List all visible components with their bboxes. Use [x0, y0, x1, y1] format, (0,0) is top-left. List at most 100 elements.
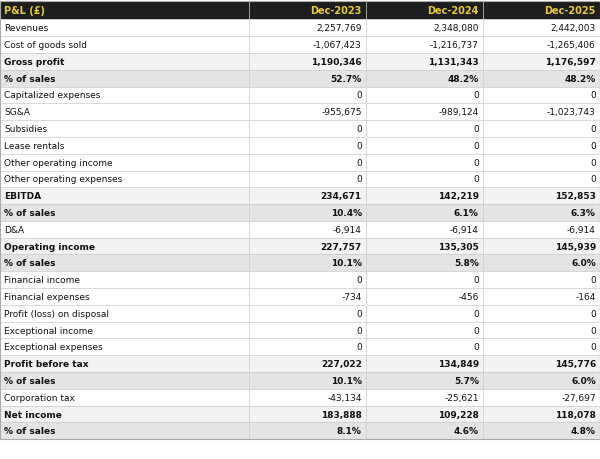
Text: Other operating income: Other operating income: [4, 158, 113, 167]
Bar: [366, 339, 483, 356]
Text: 0: 0: [473, 309, 479, 318]
Text: Exceptional income: Exceptional income: [4, 326, 93, 335]
Bar: [483, 54, 600, 71]
Text: 0: 0: [590, 91, 596, 100]
Text: -955,675: -955,675: [322, 108, 362, 117]
Bar: [249, 322, 366, 339]
Bar: [483, 104, 600, 121]
Text: -1,023,743: -1,023,743: [547, 108, 596, 117]
Text: 183,888: 183,888: [321, 410, 362, 419]
Text: Gross profit: Gross profit: [4, 58, 65, 67]
Bar: [483, 2, 600, 20]
Bar: [0, 205, 249, 221]
Text: 2,348,080: 2,348,080: [433, 24, 479, 33]
Text: 0: 0: [473, 326, 479, 335]
Bar: [483, 71, 600, 87]
Text: 0: 0: [473, 275, 479, 285]
Text: 0: 0: [473, 158, 479, 167]
Text: 6.0%: 6.0%: [571, 259, 596, 268]
Text: -1,265,406: -1,265,406: [547, 41, 596, 50]
Text: -43,134: -43,134: [328, 393, 362, 402]
Text: 227,022: 227,022: [321, 359, 362, 369]
Text: 0: 0: [356, 175, 362, 184]
Text: 0: 0: [590, 343, 596, 352]
Text: 1,176,597: 1,176,597: [545, 58, 596, 67]
Text: Revenues: Revenues: [4, 24, 49, 33]
Text: Dec-2024: Dec-2024: [427, 6, 479, 16]
Bar: [249, 20, 366, 37]
Bar: [249, 255, 366, 272]
Text: 0: 0: [590, 326, 596, 335]
Bar: [483, 305, 600, 322]
Bar: [366, 87, 483, 104]
Text: 5.8%: 5.8%: [454, 259, 479, 268]
Text: 1,131,343: 1,131,343: [428, 58, 479, 67]
Bar: [249, 205, 366, 221]
Bar: [0, 37, 249, 54]
Text: 152,853: 152,853: [555, 192, 596, 201]
Text: 4.6%: 4.6%: [454, 426, 479, 436]
Bar: [483, 188, 600, 205]
Bar: [0, 154, 249, 171]
Bar: [249, 154, 366, 171]
Bar: [249, 389, 366, 406]
Bar: [366, 20, 483, 37]
Bar: [483, 205, 600, 221]
Bar: [249, 104, 366, 121]
Bar: [483, 138, 600, 154]
Bar: [0, 2, 249, 20]
Bar: [483, 272, 600, 288]
Text: 0: 0: [590, 175, 596, 184]
Text: 0: 0: [356, 125, 362, 134]
Bar: [249, 221, 366, 238]
Text: Profit before tax: Profit before tax: [4, 359, 89, 369]
Bar: [249, 372, 366, 389]
Bar: [366, 37, 483, 54]
Text: 52.7%: 52.7%: [331, 74, 362, 84]
Bar: [366, 54, 483, 71]
Text: 1,190,346: 1,190,346: [311, 58, 362, 67]
Text: P&L (£): P&L (£): [4, 6, 45, 16]
Bar: [366, 372, 483, 389]
Bar: [249, 238, 366, 255]
Text: 6.1%: 6.1%: [454, 208, 479, 218]
Text: % of sales: % of sales: [4, 74, 56, 84]
Bar: [0, 288, 249, 305]
Text: 2,257,769: 2,257,769: [316, 24, 362, 33]
Bar: [366, 71, 483, 87]
Bar: [0, 339, 249, 356]
Text: 0: 0: [356, 141, 362, 151]
Bar: [483, 389, 600, 406]
Text: 0: 0: [590, 125, 596, 134]
Bar: [366, 104, 483, 121]
Text: 0: 0: [356, 309, 362, 318]
Text: -1,067,423: -1,067,423: [313, 41, 362, 50]
Bar: [249, 406, 366, 423]
Bar: [483, 255, 600, 272]
Text: 0: 0: [356, 158, 362, 167]
Text: 0: 0: [356, 91, 362, 100]
Bar: [0, 372, 249, 389]
Bar: [366, 238, 483, 255]
Text: 145,776: 145,776: [554, 359, 596, 369]
Text: 0: 0: [590, 158, 596, 167]
Text: 0: 0: [356, 343, 362, 352]
Text: Net income: Net income: [4, 410, 62, 419]
Text: 8.1%: 8.1%: [337, 426, 362, 436]
Bar: [0, 238, 249, 255]
Text: % of sales: % of sales: [4, 376, 56, 385]
Text: -6,914: -6,914: [450, 225, 479, 234]
Text: % of sales: % of sales: [4, 259, 56, 268]
Text: -989,124: -989,124: [439, 108, 479, 117]
Text: -25,621: -25,621: [444, 393, 479, 402]
Text: 0: 0: [356, 326, 362, 335]
Bar: [483, 20, 600, 37]
Bar: [0, 272, 249, 288]
Bar: [0, 121, 249, 138]
Text: 227,757: 227,757: [320, 242, 362, 251]
Bar: [366, 138, 483, 154]
Text: 0: 0: [356, 275, 362, 285]
Text: 118,078: 118,078: [555, 410, 596, 419]
Bar: [0, 423, 249, 439]
Text: 0: 0: [473, 141, 479, 151]
